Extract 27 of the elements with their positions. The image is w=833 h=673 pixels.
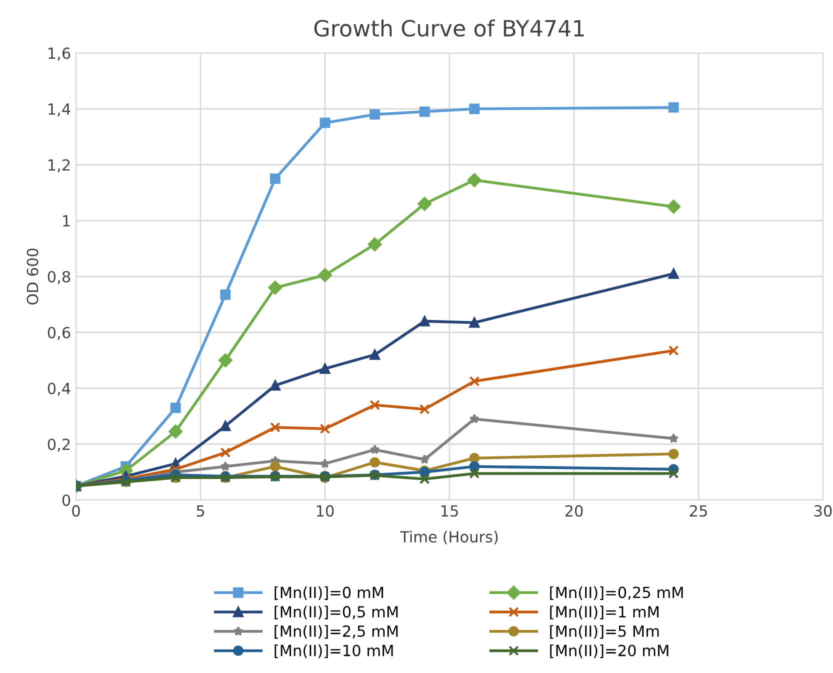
y-tick-label: 1,6 (48, 47, 70, 61)
legend-label: [Mn(II)]=0,25 mM (550, 586, 683, 600)
x-tick-label: 5 (196, 505, 204, 517)
legend-label: [Mn(II)]=0,5 mM (274, 606, 398, 620)
y-tick-label: 0,6 (48, 326, 70, 340)
x-tick-label: 20 (565, 505, 583, 517)
x-tick-label: 30 (814, 505, 832, 517)
legend-label: [Mn(II)]=20 mM (550, 644, 668, 658)
chart-title: Growth Curve of BY4741 (314, 19, 584, 37)
y-tick-label: 1,2 (48, 159, 70, 172)
x-tick-label: 15 (441, 505, 458, 517)
legend-label: [Mn(II)]=0 mM (274, 586, 384, 600)
x-axis-title: Time (Hours) (400, 530, 498, 544)
legend-label: [Mn(II)]=5 Mm (550, 625, 659, 639)
y-axis-title: OD 600 (26, 248, 38, 305)
y-tick-label: 0 (62, 494, 70, 506)
y-tick-label: 0,4 (48, 382, 70, 396)
x-tick-label: 25 (690, 505, 707, 517)
legend-label: [Mn(II)]=1 mM (550, 606, 659, 620)
y-tick-label: 0,2 (48, 438, 70, 452)
legend-label: [Mn(II)]=2,5 mM (274, 625, 398, 639)
y-tick-label: 1 (63, 215, 70, 226)
x-tick-label: 0 (72, 505, 80, 517)
y-tick-label: 1,4 (48, 104, 70, 116)
legend-label: [Mn(II)]=10 mM (274, 644, 393, 658)
x-tick-label: 10 (316, 505, 334, 517)
y-tick-label: 0,8 (48, 270, 70, 284)
